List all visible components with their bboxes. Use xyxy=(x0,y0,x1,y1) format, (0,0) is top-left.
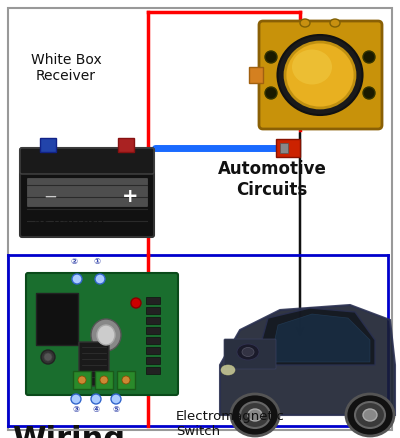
Ellipse shape xyxy=(91,319,121,351)
Text: ③: ③ xyxy=(72,405,80,413)
Ellipse shape xyxy=(265,51,277,63)
Bar xyxy=(146,347,160,354)
Ellipse shape xyxy=(278,35,362,115)
Ellipse shape xyxy=(231,394,279,436)
Ellipse shape xyxy=(100,376,108,384)
Bar xyxy=(73,371,91,389)
Text: −: − xyxy=(43,188,57,206)
Bar xyxy=(117,371,135,389)
Ellipse shape xyxy=(240,402,270,428)
Ellipse shape xyxy=(44,353,52,361)
Ellipse shape xyxy=(265,87,277,99)
Ellipse shape xyxy=(242,347,254,357)
Ellipse shape xyxy=(91,394,101,404)
Ellipse shape xyxy=(363,87,375,99)
Ellipse shape xyxy=(95,274,105,284)
Ellipse shape xyxy=(285,42,355,108)
Ellipse shape xyxy=(346,394,394,436)
Ellipse shape xyxy=(97,325,115,345)
Text: ⑤: ⑤ xyxy=(112,405,120,413)
Text: ④: ④ xyxy=(92,405,100,413)
Bar xyxy=(95,371,113,389)
Ellipse shape xyxy=(131,298,141,308)
Ellipse shape xyxy=(363,51,375,63)
Bar xyxy=(146,297,160,304)
Ellipse shape xyxy=(41,350,55,364)
Ellipse shape xyxy=(237,344,259,360)
Bar xyxy=(249,67,263,83)
Ellipse shape xyxy=(72,274,82,284)
Text: ②: ② xyxy=(70,257,78,265)
Bar xyxy=(146,357,160,364)
Bar xyxy=(118,138,134,152)
Text: +: + xyxy=(122,187,138,206)
Ellipse shape xyxy=(122,376,130,384)
Bar xyxy=(27,178,147,206)
Bar xyxy=(146,327,160,334)
Polygon shape xyxy=(270,314,370,362)
Ellipse shape xyxy=(330,19,340,27)
Ellipse shape xyxy=(300,19,310,27)
Bar xyxy=(146,307,160,314)
FancyBboxPatch shape xyxy=(79,342,109,386)
Bar xyxy=(146,367,160,374)
Ellipse shape xyxy=(363,409,377,421)
Polygon shape xyxy=(255,308,375,365)
Text: Electromagnetic
Switch: Electromagnetic Switch xyxy=(176,410,285,438)
Bar xyxy=(146,317,160,324)
Bar xyxy=(146,337,160,344)
Ellipse shape xyxy=(78,376,86,384)
Ellipse shape xyxy=(71,394,81,404)
FancyBboxPatch shape xyxy=(20,148,154,174)
FancyBboxPatch shape xyxy=(26,273,178,395)
Text: Automotive
Circuits: Automotive Circuits xyxy=(218,160,326,199)
Ellipse shape xyxy=(221,365,235,375)
Text: Car Battery: Car Battery xyxy=(24,217,104,231)
Text: ①: ① xyxy=(94,257,100,265)
Ellipse shape xyxy=(292,49,332,85)
Bar xyxy=(276,139,300,157)
Bar xyxy=(280,143,288,153)
Text: White Box
Receiver: White Box Receiver xyxy=(31,53,101,83)
FancyBboxPatch shape xyxy=(20,148,154,237)
FancyBboxPatch shape xyxy=(224,339,276,369)
Ellipse shape xyxy=(111,394,121,404)
Ellipse shape xyxy=(355,402,385,428)
Bar xyxy=(40,138,56,152)
Polygon shape xyxy=(220,305,395,415)
Text: Wiring
Diagram: Wiring Diagram xyxy=(12,425,157,438)
Ellipse shape xyxy=(248,409,262,421)
Bar xyxy=(36,293,78,345)
FancyBboxPatch shape xyxy=(259,21,382,129)
